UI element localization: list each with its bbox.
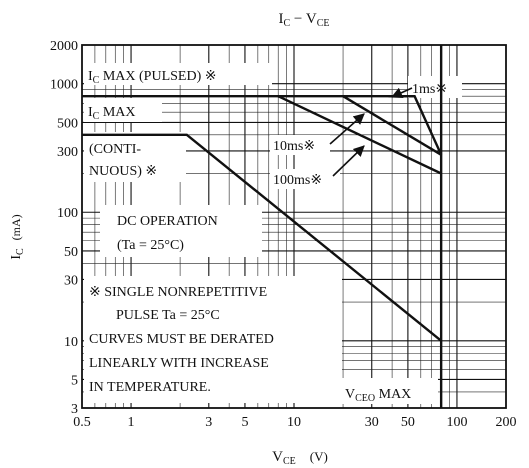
series-100ms-line	[277, 95, 442, 175]
pulse-arrows	[329, 87, 413, 177]
y-tick-label: 300	[57, 145, 78, 160]
y-tick-label: 50	[64, 245, 78, 260]
arrow-100ms	[332, 145, 365, 177]
x-tick-label: 3	[205, 415, 212, 430]
y-tick-label: 500	[57, 116, 78, 131]
pulse-10ms-label: 10ms※	[273, 139, 315, 154]
continuous-label-line2: NUOUS) ※	[89, 164, 157, 179]
arrow-1ms	[390, 87, 413, 98]
y-axis-label: IC(mA)	[9, 214, 26, 259]
dc-operation-label-line2: (Ta = 25°C)	[117, 238, 184, 253]
note-line-2: PULSE Ta = 25°C	[116, 308, 220, 323]
x-axis-label: VCE (V)	[272, 449, 328, 467]
tick-labels: 0.5 1 3 5 10 30 50 100 200 3 5 10 30 50 100 300 500 1000 2…	[50, 39, 517, 430]
series-dc-line	[82, 133, 442, 342]
note-line-5: IN TEMPERATURE.	[89, 380, 211, 395]
x-tick-label: 0.5	[73, 415, 91, 430]
ic-max-label: IC MAX	[88, 105, 136, 122]
y-tick-label: 1000	[50, 78, 78, 93]
series-1ms-line	[388, 95, 443, 156]
pulse-100ms-label: 100ms※	[273, 173, 322, 188]
y-tick-label: 100	[57, 206, 78, 221]
y-tick-label: 10	[64, 335, 78, 350]
y-tick-label: 30	[64, 273, 78, 288]
series-10ms-line	[342, 95, 442, 156]
y-tick-label: 3	[71, 402, 78, 417]
pulse-1ms-label: 1ms※	[412, 82, 447, 97]
dc-operation-label-line1: DC OPERATION	[117, 214, 218, 229]
x-tick-label: 10	[287, 415, 301, 430]
x-tick-label: 5	[241, 415, 248, 430]
chart-title: IC − VCE	[279, 11, 330, 29]
vceo-max-label: VCEO MAX	[345, 387, 411, 404]
soa-curves	[82, 45, 443, 408]
arrow-10ms	[329, 113, 365, 145]
y-tick-label: 5	[71, 373, 78, 388]
note-line-3: CURVES MUST BE DERATED	[89, 332, 274, 347]
ic-max-pulsed-label: IC MAX (PULSED) ※	[88, 69, 216, 86]
note-line-4: LINEARLY WITH INCREASE	[89, 356, 269, 371]
x-tick-label: 1	[128, 415, 135, 430]
x-tick-label: 100	[446, 415, 467, 430]
x-tick-label: 50	[401, 415, 415, 430]
note-line-1: ※ SINGLE NONREPETITIVE	[89, 285, 267, 300]
x-tick-label: 30	[365, 415, 379, 430]
y-tick-label: 2000	[50, 39, 78, 54]
x-tick-label: 200	[496, 415, 517, 430]
continuous-label-line1: (CONTI-	[89, 142, 141, 157]
label-backgrounds	[84, 63, 462, 404]
plot-frame	[81, 44, 507, 409]
